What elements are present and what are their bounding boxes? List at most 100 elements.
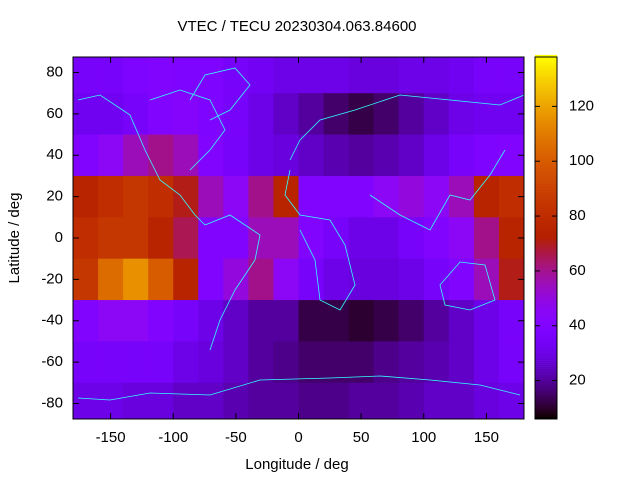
heatmap-cell <box>498 382 525 420</box>
colorbar-swatch <box>535 66 557 70</box>
y-tick-label: 80 <box>46 63 63 80</box>
colorbar-swatch <box>535 185 557 188</box>
heatmap-cell <box>323 57 350 94</box>
colorbar-swatch <box>535 201 557 205</box>
heatmap-cell <box>473 93 500 136</box>
colorbar-swatch <box>535 119 557 122</box>
colorbar-swatch <box>535 147 557 150</box>
colorbar-swatch <box>535 388 557 392</box>
colorbar-swatch <box>535 137 557 140</box>
colorbar-swatch <box>535 304 557 307</box>
x-tick-label: -150 <box>96 429 126 446</box>
heatmap-cell <box>123 57 149 94</box>
colorbar-swatch <box>535 276 557 279</box>
heatmap-cell <box>473 300 500 342</box>
colorbar-swatch <box>535 60 557 64</box>
chart-title: VTEC / TECU 20230304.063.84600 <box>177 18 416 35</box>
heatmap-cell <box>223 217 249 260</box>
colorbar-swatch <box>535 101 557 104</box>
heatmap-cell <box>373 93 400 136</box>
x-tick-label: -50 <box>225 429 247 446</box>
heatmap-cell <box>198 93 224 136</box>
colorbar-swatch <box>535 187 557 190</box>
heatmap-cell <box>398 93 425 136</box>
heatmap-cell <box>273 57 299 94</box>
heatmap-cell <box>298 57 325 94</box>
heatmap-cell <box>173 134 199 177</box>
y-tick-label: 40 <box>46 146 63 163</box>
y-tick-label: -20 <box>41 270 63 287</box>
colorbar-swatch <box>535 225 557 229</box>
colorbar-swatch <box>535 163 557 166</box>
colorbar-swatch <box>535 314 557 317</box>
colorbar-swatch <box>535 382 557 386</box>
colorbar-swatch <box>535 121 557 124</box>
colorbar-swatch <box>535 270 557 273</box>
colorbar-swatch <box>535 308 557 311</box>
colorbar-swatch <box>535 254 557 257</box>
colorbar-swatch <box>535 54 557 58</box>
colorbar-swatch <box>535 175 557 178</box>
colorbar-swatch <box>535 223 557 227</box>
heatmap-cell <box>348 175 375 218</box>
colorbar-swatch <box>535 143 557 146</box>
colorbar-swatch <box>535 227 557 231</box>
colorbar-swatch <box>535 288 557 291</box>
colorbar-swatch <box>535 416 557 420</box>
colorbar-swatch <box>535 406 557 410</box>
colorbar-swatch <box>535 229 557 233</box>
colorbar <box>535 54 557 420</box>
colorbar-swatch <box>535 302 557 305</box>
heatmap-cell <box>223 57 249 94</box>
colorbar-swatch <box>535 111 557 114</box>
colorbar-swatch <box>535 145 557 148</box>
heatmap-cell <box>148 93 174 136</box>
heatmap-cell <box>398 134 425 177</box>
heatmap-cell <box>98 175 124 218</box>
colorbar-swatch <box>535 374 557 377</box>
colorbar-swatch <box>535 141 557 144</box>
heatmap-cell <box>148 217 174 260</box>
heatmap-cell <box>148 57 174 94</box>
colorbar-swatch <box>535 260 557 263</box>
colorbar-tick-label: 40 <box>569 317 586 334</box>
colorbar-swatch <box>535 205 557 209</box>
heatmap-cell <box>448 217 475 260</box>
heatmap-cell <box>473 258 500 301</box>
colorbar-swatch <box>535 221 557 225</box>
heatmap-cell <box>98 300 124 342</box>
colorbar-tick-label: 120 <box>569 97 594 114</box>
heatmap-cell <box>123 382 149 420</box>
heatmap-cell <box>123 258 149 301</box>
heatmap-cell <box>373 134 400 177</box>
y-tick-label: -80 <box>41 394 63 411</box>
colorbar-swatch <box>535 318 557 321</box>
colorbar-swatch <box>535 300 557 303</box>
heatmap-cell <box>398 258 425 301</box>
heatmap-cell <box>98 217 124 260</box>
x-tick-label: -100 <box>158 429 188 446</box>
heatmap-cell <box>148 175 174 218</box>
heatmap-cell <box>323 134 350 177</box>
heatmap-cell <box>273 134 299 177</box>
colorbar-swatch <box>535 179 557 182</box>
colorbar-swatch <box>535 211 557 215</box>
heatmap-cell <box>448 341 475 384</box>
colorbar-swatch <box>535 203 557 207</box>
heatmap-cell <box>398 300 425 342</box>
colorbar-swatch <box>535 294 557 297</box>
heatmap-cell <box>348 134 375 177</box>
heatmap-cell <box>248 175 274 218</box>
colorbar-swatch <box>535 87 557 90</box>
colorbar-swatch <box>535 356 557 359</box>
heatmap-cell <box>198 175 224 218</box>
heatmap-cell <box>148 341 174 384</box>
colorbar-swatch <box>535 97 557 100</box>
heatmap-cell <box>198 341 224 384</box>
heatmap-cell <box>98 258 124 301</box>
colorbar-swatch <box>535 231 557 235</box>
heatmap-cell <box>173 382 199 420</box>
colorbar-swatch <box>535 334 557 337</box>
colorbar-swatch <box>535 362 557 365</box>
colorbar-swatch <box>535 247 557 251</box>
